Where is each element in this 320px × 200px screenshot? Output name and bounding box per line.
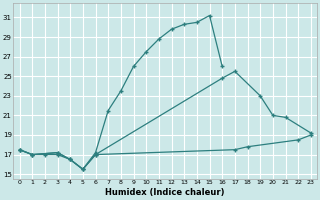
X-axis label: Humidex (Indice chaleur): Humidex (Indice chaleur) — [106, 188, 225, 197]
